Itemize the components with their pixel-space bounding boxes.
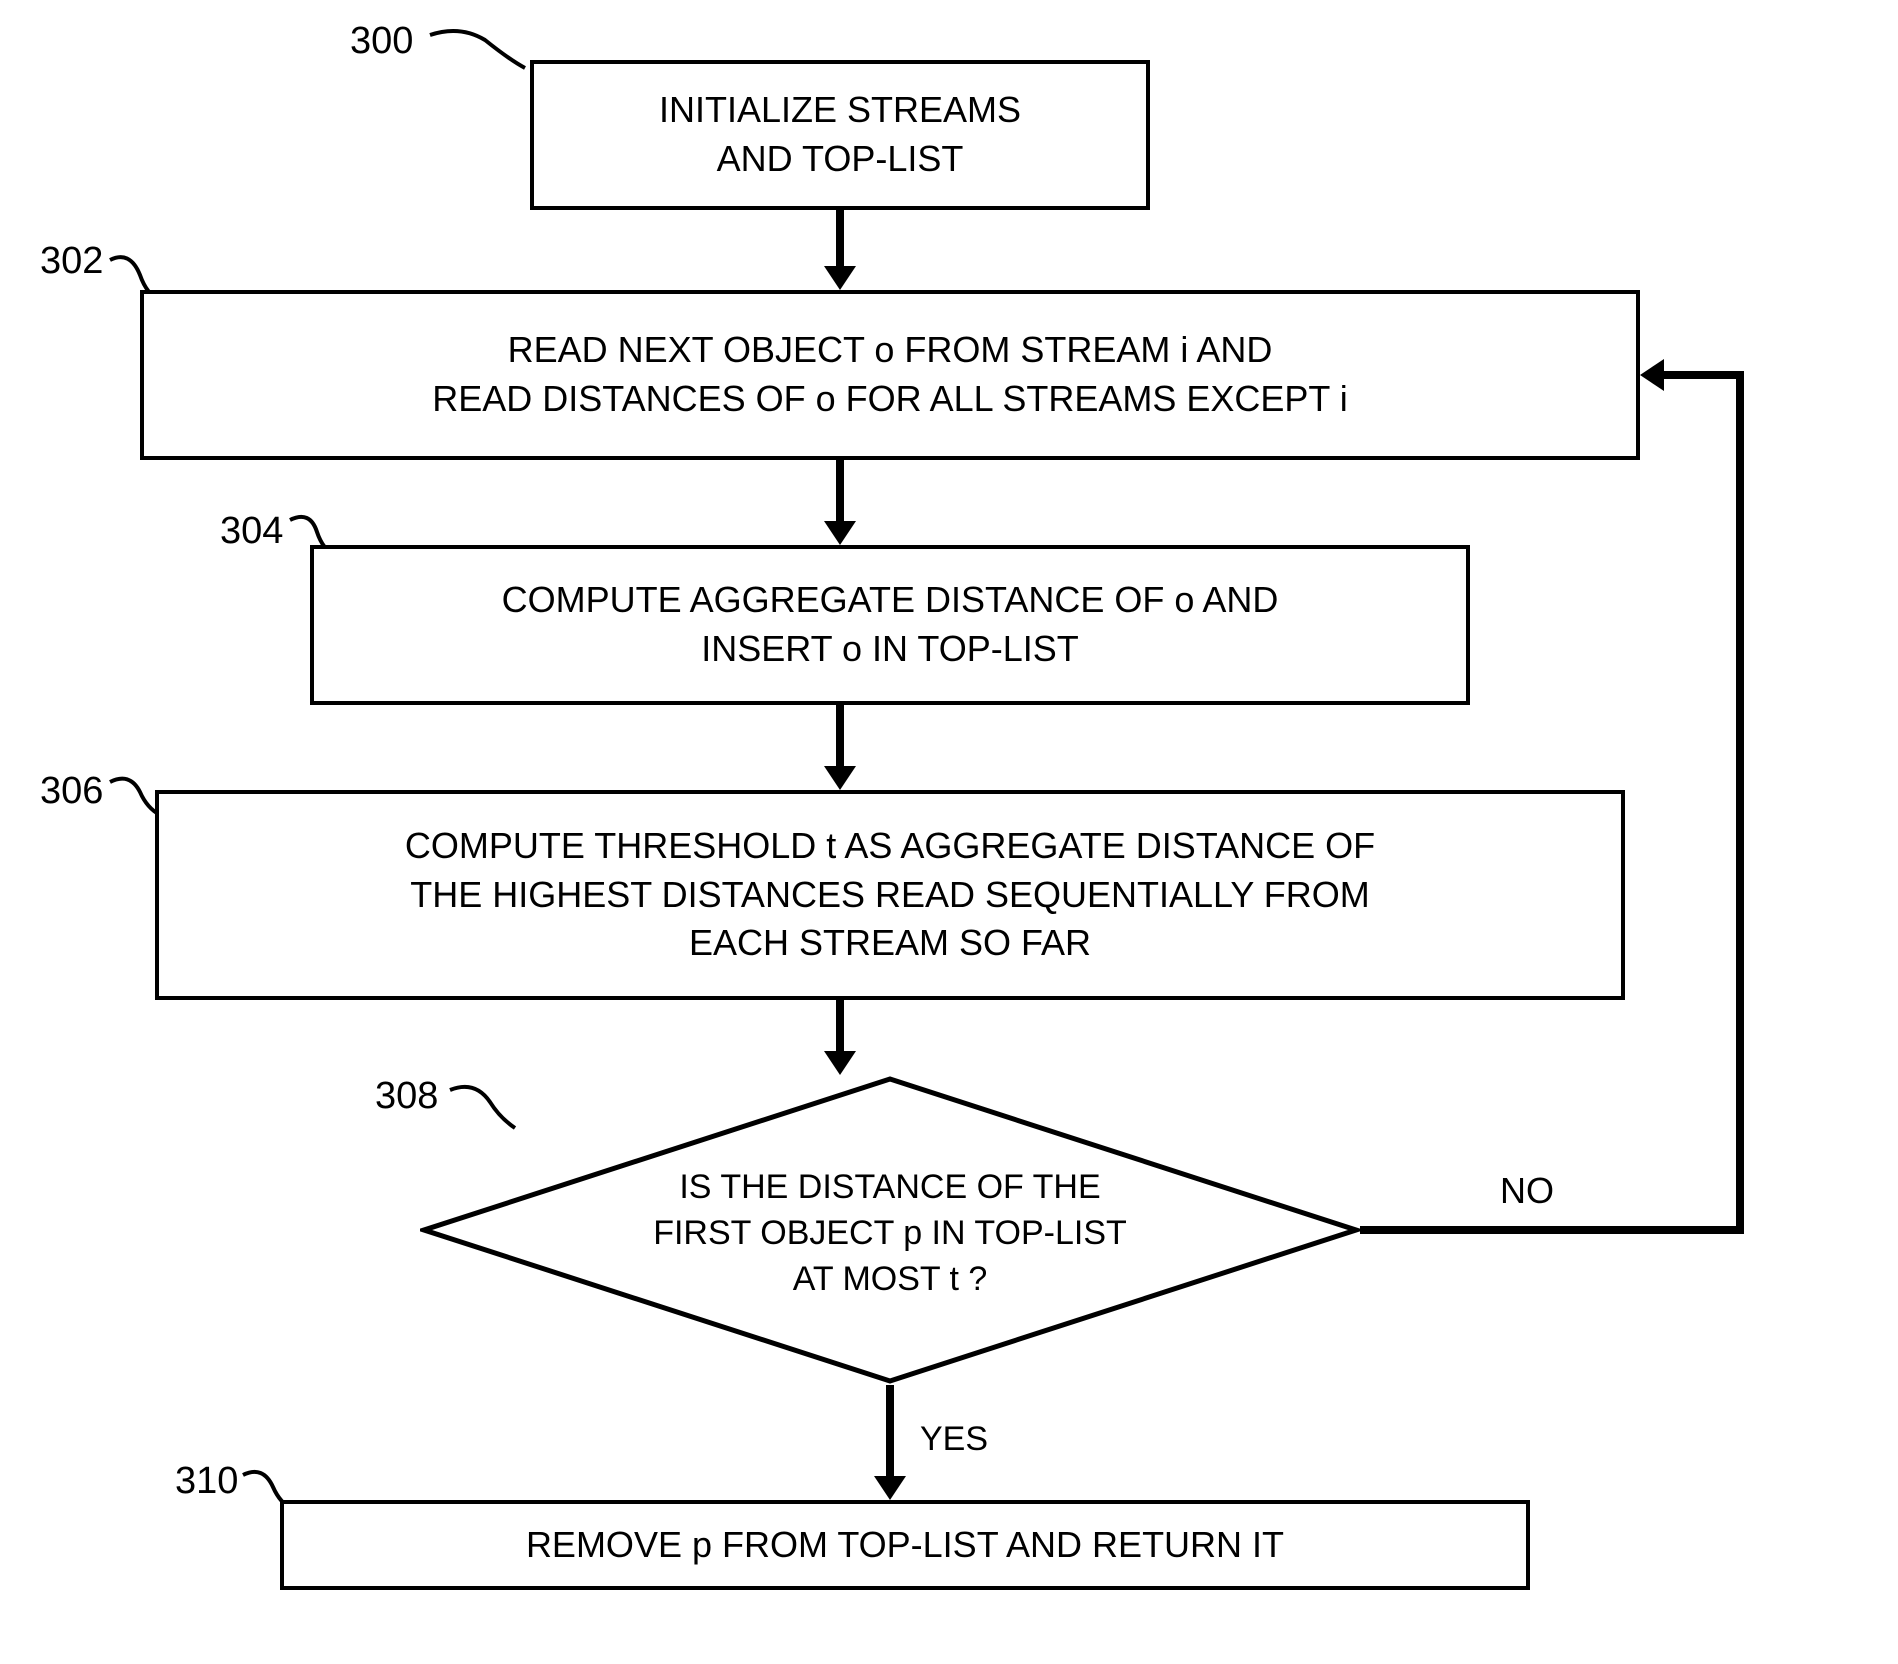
ref-label-300: 300 <box>350 20 413 63</box>
arrow-308-302-h1 <box>1360 1226 1744 1234</box>
arrow-302-304 <box>836 460 844 527</box>
edge-label-no: NO <box>1500 1170 1554 1212</box>
node-308-decision: IS THE DISTANCE OF THE FIRST OBJECT p IN… <box>420 1075 1360 1385</box>
node-304-text: COMPUTE AGGREGATE DISTANCE OF o AND INSE… <box>502 576 1279 673</box>
ref-label-304: 304 <box>220 510 283 553</box>
arrowhead-306-308 <box>824 1051 856 1075</box>
arrow-308-310 <box>886 1385 894 1482</box>
node-306-compute-threshold: COMPUTE THRESHOLD t AS AGGREGATE DISTANC… <box>155 790 1625 1000</box>
arrow-304-306 <box>836 705 844 772</box>
arrowhead-308-302 <box>1640 359 1664 391</box>
arrowhead-308-310 <box>874 1476 906 1500</box>
ref-label-302: 302 <box>40 240 103 283</box>
node-304-compute-aggregate: COMPUTE AGGREGATE DISTANCE OF o AND INSE… <box>310 545 1470 705</box>
arrow-308-302-h2 <box>1658 371 1744 379</box>
node-300-text: INITIALIZE STREAMS AND TOP-LIST <box>659 86 1021 183</box>
arrow-308-302-v <box>1736 371 1744 1234</box>
node-300-initialize: INITIALIZE STREAMS AND TOP-LIST <box>530 60 1150 210</box>
arrow-306-308 <box>836 1000 844 1057</box>
ref-label-306: 306 <box>40 770 103 813</box>
node-310-remove-return: REMOVE p FROM TOP-LIST AND RETURN IT <box>280 1500 1530 1590</box>
node-302-text: READ NEXT OBJECT o FROM STREAM i AND REA… <box>432 326 1348 423</box>
ref-squiggle-300 <box>420 20 540 75</box>
ref-label-310: 310 <box>175 1460 238 1503</box>
arrowhead-300-302 <box>824 266 856 290</box>
edge-label-yes: YES <box>920 1420 988 1459</box>
arrow-300-302 <box>836 210 844 272</box>
node-308-text: IS THE DISTANCE OF THE FIRST OBJECT p IN… <box>420 1165 1360 1303</box>
arrowhead-302-304 <box>824 521 856 545</box>
node-302-read-object: READ NEXT OBJECT o FROM STREAM i AND REA… <box>140 290 1640 460</box>
node-306-text: COMPUTE THRESHOLD t AS AGGREGATE DISTANC… <box>405 822 1375 968</box>
node-310-text: REMOVE p FROM TOP-LIST AND RETURN IT <box>526 1521 1284 1570</box>
arrowhead-304-306 <box>824 766 856 790</box>
